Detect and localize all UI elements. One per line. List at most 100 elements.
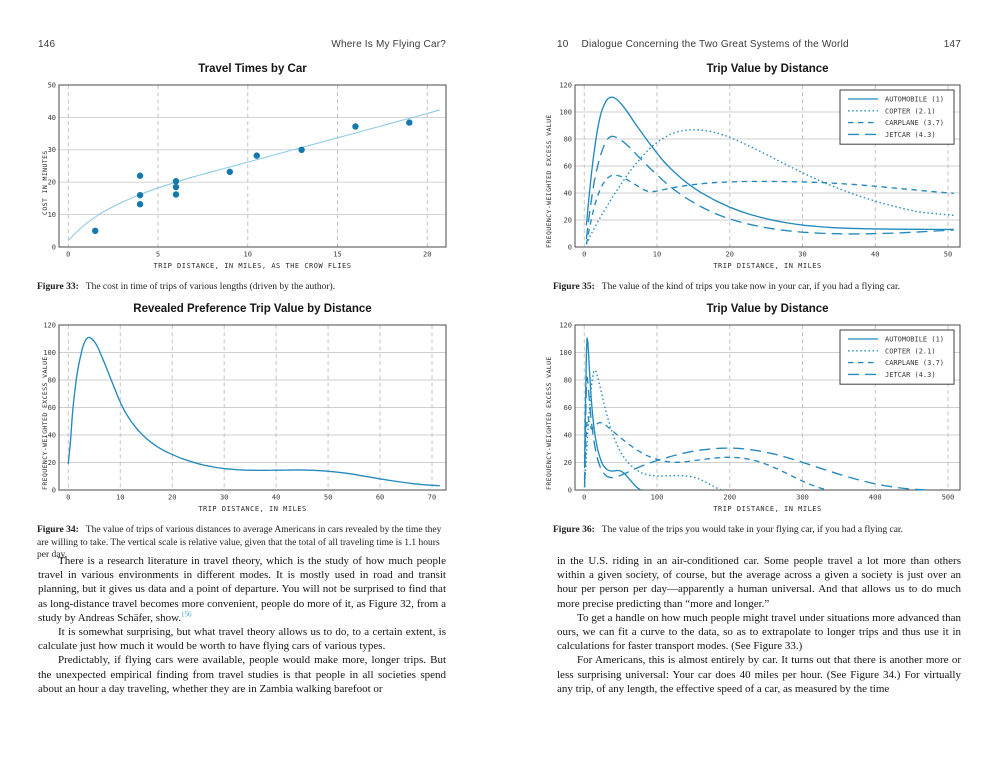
svg-text:60: 60 <box>564 162 572 170</box>
svg-text:120: 120 <box>43 321 56 329</box>
svg-text:400: 400 <box>869 494 882 502</box>
y-axis-label: FREQUENCY-WEIGHTED EXCESS VALUE <box>545 114 553 248</box>
svg-text:AUTOMOBILE (1): AUTOMOBILE (1) <box>885 96 944 104</box>
chart-title: Revealed Preference Trip Value by Distan… <box>133 303 372 315</box>
svg-text:50: 50 <box>324 494 332 502</box>
svg-text:CARPLANE (3.7): CARPLANE (3.7) <box>885 359 944 367</box>
svg-text:80: 80 <box>564 135 572 143</box>
plot-area: 0 10 20 30 40 50 0 5 10 15 20 <box>48 81 447 259</box>
x-axis-label: TRIP DISTANCE, IN MILES <box>713 505 822 513</box>
paragraph: There is a research literature in travel… <box>38 555 446 624</box>
paragraph: Predictably, if flying cars were availab… <box>38 654 446 695</box>
svg-text:0: 0 <box>582 251 586 259</box>
svg-text:JETCAR (4.3): JETCAR (4.3) <box>885 131 936 139</box>
svg-text:40: 40 <box>564 431 572 439</box>
svg-text:JETCAR (4.3): JETCAR (4.3) <box>885 371 936 379</box>
paragraph: To get a handle on how much people might… <box>557 611 961 653</box>
svg-text:10: 10 <box>116 494 124 502</box>
svg-text:60: 60 <box>564 404 572 412</box>
svg-text:0: 0 <box>52 486 56 494</box>
svg-text:0: 0 <box>582 494 586 502</box>
svg-text:30: 30 <box>48 146 56 154</box>
right-page-header: 10 Dialogue Concerning the Two Great Sys… <box>557 39 961 50</box>
svg-text:15: 15 <box>333 251 341 259</box>
svg-text:50: 50 <box>48 81 56 89</box>
svg-text:5: 5 <box>156 251 160 259</box>
body-right-column: in the U.S. riding in an air-conditioned… <box>557 554 961 696</box>
figure-36-trip-value-chart: Trip Value by Distance FREQUENCY-WEIGHTE… <box>545 303 965 537</box>
svg-text:30: 30 <box>798 251 806 259</box>
figure-caption: Figure 36: The value of the trips you wou… <box>553 524 965 537</box>
x-axis-label: TRIP DISTANCE, IN MILES <box>713 262 822 270</box>
figure-34-revealed-preference-chart: Revealed Preference Trip Value by Distan… <box>37 303 451 562</box>
page-number-right: 147 <box>943 39 961 50</box>
chart-title: Trip Value by Distance <box>706 63 829 75</box>
svg-text:0: 0 <box>52 243 56 251</box>
book-title: Where Is My Flying Car? <box>331 39 446 50</box>
svg-text:30: 30 <box>220 494 228 502</box>
svg-text:120: 120 <box>559 81 572 89</box>
y-axis-label: FREQUENCY-WEIGHTED EXCESS VALUE <box>41 356 49 490</box>
svg-text:20: 20 <box>48 179 56 187</box>
chart-title: Travel Times by Car <box>198 63 307 75</box>
svg-text:0: 0 <box>66 251 70 259</box>
svg-text:50: 50 <box>944 251 952 259</box>
caption-label: Figure 36: <box>553 525 595 535</box>
y-axis-label: COST IN MINUTES <box>41 150 49 215</box>
svg-text:500: 500 <box>942 494 955 502</box>
body-left-column: There is a research literature in travel… <box>38 554 446 696</box>
caption-label: Figure 35: <box>553 282 595 292</box>
svg-text:20: 20 <box>168 494 176 502</box>
svg-text:200: 200 <box>723 494 736 502</box>
svg-text:10: 10 <box>244 251 252 259</box>
svg-text:0: 0 <box>568 243 572 251</box>
left-page-header: 146 Where Is My Flying Car? <box>38 39 446 50</box>
figure-caption: Figure 35: The value of the kind of trips… <box>553 281 965 294</box>
svg-text:20: 20 <box>564 459 572 467</box>
svg-text:0: 0 <box>66 494 70 502</box>
svg-text:0: 0 <box>568 486 572 494</box>
chapter-title: Dialogue Concerning the Two Great System… <box>581 39 849 50</box>
svg-text:20: 20 <box>423 251 431 259</box>
svg-text:20: 20 <box>564 216 572 224</box>
caption-text: The value of the kind of trips you take … <box>601 282 901 292</box>
plot-area: 0 20 40 60 80 100 120 0 10 20 30 40 50 AUTOMOBILE (1)… <box>559 81 961 259</box>
svg-text:300: 300 <box>796 494 809 502</box>
svg-text:AUTOMOBILE (1): AUTOMOBILE (1) <box>885 336 944 344</box>
svg-text:80: 80 <box>564 376 572 384</box>
svg-text:20: 20 <box>48 459 56 467</box>
svg-text:CARPLANE (3.7): CARPLANE (3.7) <box>885 119 944 127</box>
figure-35-trip-value-chart: Trip Value by Distance FREQUENCY-WEIGHTE… <box>545 63 965 294</box>
paragraph: It is somewhat surprising, but what trav… <box>38 626 446 653</box>
chart-title: Trip Value by Distance <box>706 303 829 315</box>
caption-text: The value of trips of various distances … <box>37 525 442 560</box>
svg-text:COPTER (2.1): COPTER (2.1) <box>885 107 936 115</box>
svg-text:60: 60 <box>48 404 56 412</box>
svg-text:40: 40 <box>564 189 572 197</box>
caption-text: The cost in time of trips of various len… <box>85 282 336 292</box>
y-axis-label: FREQUENCY-WEIGHTED EXCESS VALUE <box>545 356 553 490</box>
x-axis-label: TRIP DISTANCE, IN MILES, AS THE CROW FLI… <box>153 262 352 270</box>
svg-text:70: 70 <box>428 494 436 502</box>
chapter-number: 10 <box>557 39 569 50</box>
svg-text:10: 10 <box>653 251 661 259</box>
svg-text:120: 120 <box>559 321 572 329</box>
caption-text: The value of the trips you would take in… <box>601 525 903 535</box>
plot-area: 0 20 40 60 80 100 120 0 100 200 300 400 500 AUTOMOBIL… <box>559 321 961 502</box>
svg-text:40: 40 <box>871 251 879 259</box>
svg-text:60: 60 <box>376 494 384 502</box>
caption-label: Figure 34: <box>37 525 79 535</box>
svg-text:10: 10 <box>48 211 56 219</box>
svg-text:40: 40 <box>48 114 56 122</box>
figure-caption: Figure 33: The cost in time of trips of v… <box>37 281 451 294</box>
plot-area: 0 20 40 60 80 100 120 0 10 20 30 40 50 60 70 <box>43 321 447 502</box>
caption-label: Figure 33: <box>37 282 79 292</box>
svg-text:80: 80 <box>48 376 56 384</box>
svg-text:40: 40 <box>272 494 280 502</box>
svg-text:100: 100 <box>651 494 664 502</box>
svg-text:100: 100 <box>559 108 572 116</box>
figure-33-travel-times-chart: Travel Times by Car COST IN MINUTES 0 10 2… <box>37 63 451 294</box>
paragraph: in the U.S. riding in an air-conditioned… <box>557 555 961 610</box>
x-axis-label: TRIP DISTANCE, IN MILES <box>198 505 307 513</box>
